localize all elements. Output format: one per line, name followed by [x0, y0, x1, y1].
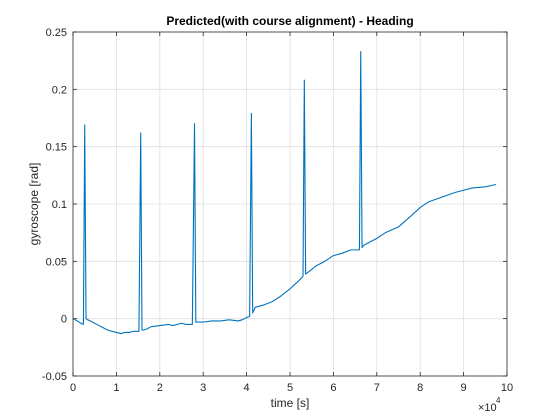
x-tick-label: 4 — [244, 382, 250, 394]
x-tick-label: 10 — [501, 382, 513, 394]
y-tick-label: 0 — [61, 314, 67, 326]
x-tick-label: 6 — [330, 382, 336, 394]
x-axis-label: time [s] — [271, 396, 310, 410]
y-tick-label: 0.1 — [52, 199, 67, 211]
y-tick-label: 0.05 — [46, 256, 67, 268]
x-tick-label: 5 — [287, 382, 293, 394]
x-tick-label: 7 — [374, 382, 380, 394]
y-tick-label: 0.15 — [46, 142, 67, 154]
x-tick-label: 9 — [461, 382, 467, 394]
x-tick-label: 2 — [157, 382, 163, 394]
x-tick-label: 3 — [200, 382, 206, 394]
y-tick-label: 0.2 — [52, 84, 67, 96]
y-tick-label: 0.25 — [46, 27, 67, 39]
x-exponent-power: 4 — [496, 396, 501, 405]
y-axis-label: gyroscope [rad] — [27, 163, 41, 246]
x-exponent-base: ×10 — [478, 402, 497, 414]
x-tick-label: 1 — [113, 382, 119, 394]
x-tick-label: 0 — [70, 382, 76, 394]
x-tick-label: 8 — [417, 382, 423, 394]
y-tick-label: -0.05 — [42, 371, 67, 383]
chart-title: Predicted(with course alignment) - Headi… — [166, 14, 413, 28]
